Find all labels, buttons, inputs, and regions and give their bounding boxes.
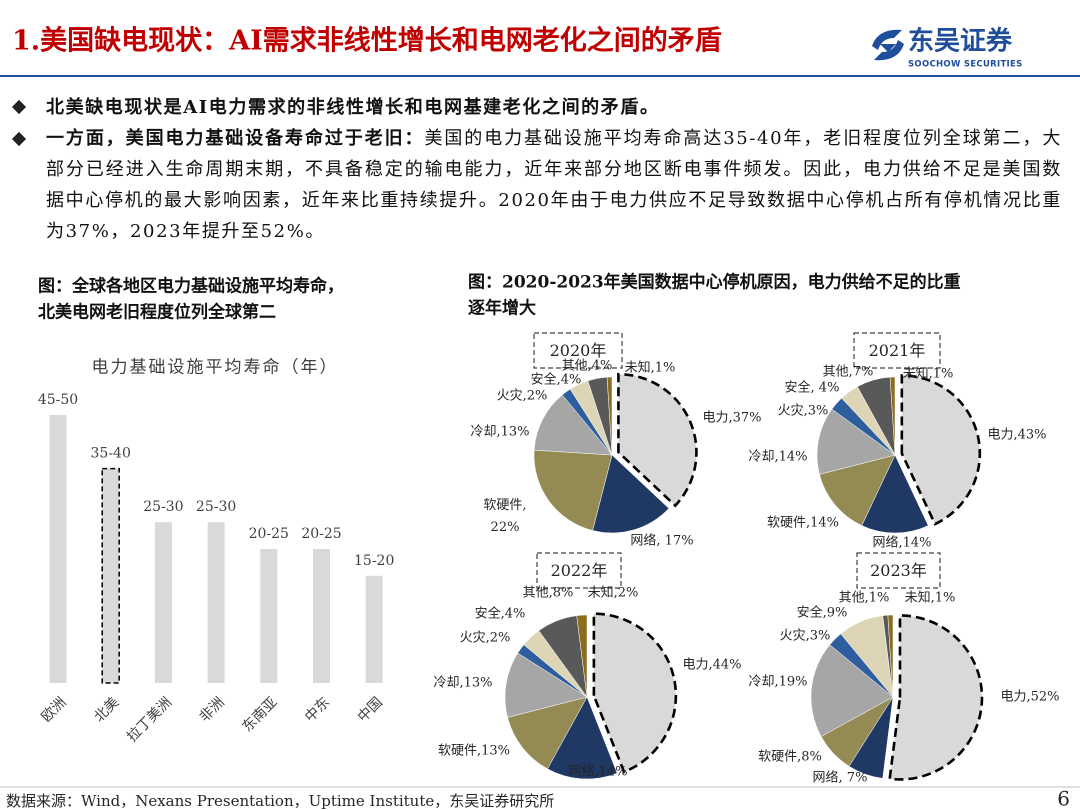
value-label: 软硬件,14% [767, 516, 839, 531]
page-number: 6 [1057, 787, 1070, 810]
pie-slice [887, 614, 894, 698]
bar [260, 549, 278, 683]
pie-slice [819, 454, 896, 526]
category-label: 北美 [91, 694, 122, 725]
slide-title: 1.美国缺电现状：AI需求非线性增长和电网老化之间的矛盾 [12, 25, 722, 57]
pie-slice [592, 454, 670, 534]
value-label: 未知,2% [588, 585, 639, 601]
value-label: 火灾,3% [778, 403, 829, 419]
category-label: 非洲 [197, 694, 228, 725]
value-label: 电力,44% [682, 658, 741, 673]
value-label: 其他,4% [562, 359, 613, 374]
pie-slice [900, 374, 982, 526]
pie-slice [533, 394, 613, 456]
year-box [853, 332, 941, 369]
value-label: 冷却,13% [470, 425, 529, 440]
value-label: 安全,9% [797, 605, 848, 621]
pie-slice [816, 408, 896, 475]
figure-caption: 北美电网老旧程度位列全球第二 [38, 302, 276, 323]
value-label: 25-30 [143, 499, 183, 515]
source-note: 数据来源：Wind，Nexans Presentation，Uptime Ins… [6, 792, 554, 810]
value-label: 其他,8% [523, 586, 574, 601]
value-label: 火灾,3% [780, 628, 831, 644]
bar [313, 549, 330, 683]
value-label: 电力,37% [702, 411, 761, 426]
value-label: 冷却,14% [748, 450, 807, 465]
chart-title: 2023年 [870, 561, 927, 580]
bullet-bold: 一方面，美国电力基础设备寿命过于老旧： [46, 128, 425, 149]
value-label: 35-40 [91, 446, 131, 462]
value-label: 安全,4% [475, 606, 526, 622]
figure-caption: 图：全球各地区电力基础设施平均寿命， [38, 276, 344, 297]
value-label: 未知,1% [903, 366, 954, 382]
category-label: 欧洲 [39, 694, 70, 725]
bullet: 一方面，美国电力基础设备寿命过于老旧：美国的电力基础设施平均寿命高达35-40年… [46, 123, 1062, 247]
pie-slice [507, 696, 588, 770]
logo-subtext: SOOCHOW SECURITIES [908, 60, 1023, 70]
value-label-line: 软硬件, [483, 498, 526, 513]
bar [101, 467, 120, 684]
logo-text: 东吴证券 [908, 26, 1013, 57]
bar [154, 522, 172, 683]
value-label: 网络,14% [872, 535, 931, 551]
value-label: 其他,7% [823, 365, 874, 380]
pie-slice [888, 614, 984, 781]
logo-icon [872, 29, 904, 61]
bar [49, 415, 67, 683]
value-label: 火灾,2% [497, 388, 548, 404]
value-label: 软硬件,13% [438, 744, 510, 759]
pie-slice [861, 454, 929, 534]
value-label: 20-25 [301, 526, 341, 542]
value-label: 火灾,2% [460, 630, 511, 646]
pie-slice [617, 372, 698, 508]
value-label: 网络, 17% [630, 533, 693, 549]
pie-slice [606, 376, 613, 456]
bar [365, 575, 383, 683]
figure-caption: 逐年增大 [468, 298, 536, 319]
value-label-line: 22% [491, 520, 520, 535]
value-label: 软硬件, 22% [483, 498, 526, 535]
pie-slice [533, 449, 613, 531]
value-label: 其他,1% [839, 591, 890, 606]
value-label: 电力,43% [987, 428, 1046, 443]
value-label: 冷却,13% [433, 676, 492, 691]
category-label: 中国 [355, 694, 386, 725]
chart-title: 2021年 [869, 341, 926, 360]
value-label: 软硬件,8% [758, 750, 822, 765]
chart-title: 电力基础设施平均寿命（年） [92, 358, 339, 378]
year-box [533, 332, 623, 369]
pie-slice [810, 644, 894, 737]
value-label: 安全,4% [531, 372, 582, 388]
pie-slice [592, 612, 678, 774]
year-box [536, 552, 622, 589]
category-label: 拉丁美洲 [124, 694, 175, 745]
pie-slice [547, 696, 618, 780]
bullet-bold: 北美缺电现状是AI电力需求的非线性增长和电网基建老化之间的矛盾。 [46, 97, 660, 118]
value-label: 15-20 [354, 553, 394, 569]
figure-caption: 图：2020-2023年美国数据中心停机原因，电力供给不足的比重 [468, 272, 961, 293]
value-label: 网络, 7% [813, 770, 868, 786]
value-label: 冷却,19% [748, 675, 807, 690]
value-label: 45-50 [38, 392, 78, 408]
value-label: 安全, 4% [785, 380, 840, 396]
year-box [856, 552, 941, 589]
value-label: 25-30 [196, 499, 236, 515]
category-label: 中东 [302, 694, 333, 725]
value-label: 未知,1% [625, 360, 676, 376]
pie-slice [504, 652, 588, 718]
bullet: 北美缺电现状是AI电力需求的非线性增长和电网基建老化之间的矛盾。 [46, 92, 1062, 123]
chart-title: 2022年 [551, 561, 608, 580]
value-label: 网络,14% [568, 764, 627, 780]
chart-title: 2020年 [550, 341, 607, 360]
pie-slice [576, 614, 588, 698]
bar [207, 522, 225, 683]
value-label: 20-25 [249, 526, 289, 542]
value-label: 电力,52% [1000, 690, 1059, 705]
category-label: 东南亚 [239, 694, 280, 735]
pie-slice [889, 376, 896, 456]
value-label: 未知,1% [905, 590, 956, 606]
bullet-text: 美国的电力基础设施平均寿命高达35-40年，老旧程度位列全球第二，大部分已经进入… [46, 128, 1062, 242]
